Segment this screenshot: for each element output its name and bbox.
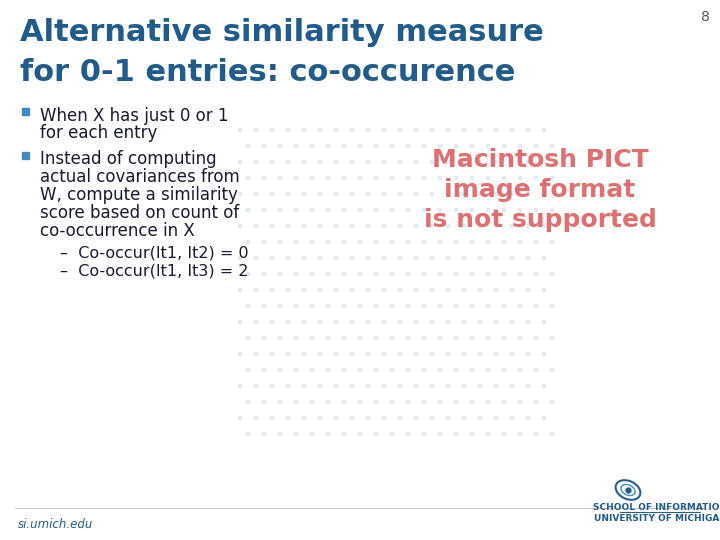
Text: UNIVERSITY OF MICHIGAN: UNIVERSITY OF MICHIGAN [593, 514, 720, 523]
Text: is not supported: is not supported [423, 208, 657, 232]
Text: score based on count of: score based on count of [40, 204, 239, 222]
Text: co-occurrence in X: co-occurrence in X [40, 222, 194, 240]
Text: si.umich.edu: si.umich.edu [18, 518, 94, 531]
Bar [22, 152, 29, 159]
Text: Macintosh PICT: Macintosh PICT [432, 148, 648, 172]
Text: for 0-1 entries: co-occurence: for 0-1 entries: co-occurence [20, 58, 516, 87]
Text: –  Co-occur(It1, It3) = 2: – Co-occur(It1, It3) = 2 [60, 264, 248, 279]
Text: Instead of computing: Instead of computing [40, 150, 217, 168]
Text: W, compute a similarity: W, compute a similarity [40, 186, 238, 204]
Text: actual covariances from: actual covariances from [40, 168, 240, 186]
Text: 8: 8 [701, 10, 710, 24]
Text: When X has just 0 or 1: When X has just 0 or 1 [40, 107, 228, 125]
Text: SCHOOL OF INFORMATION: SCHOOL OF INFORMATION [593, 503, 720, 512]
Text: –  Co-occur(It1, It2) = 0: – Co-occur(It1, It2) = 0 [60, 246, 248, 261]
Text: image format: image format [444, 178, 636, 202]
Text: Alternative similarity measure: Alternative similarity measure [20, 18, 544, 47]
Text: for each entry: for each entry [40, 124, 158, 142]
Bar [22, 108, 29, 115]
